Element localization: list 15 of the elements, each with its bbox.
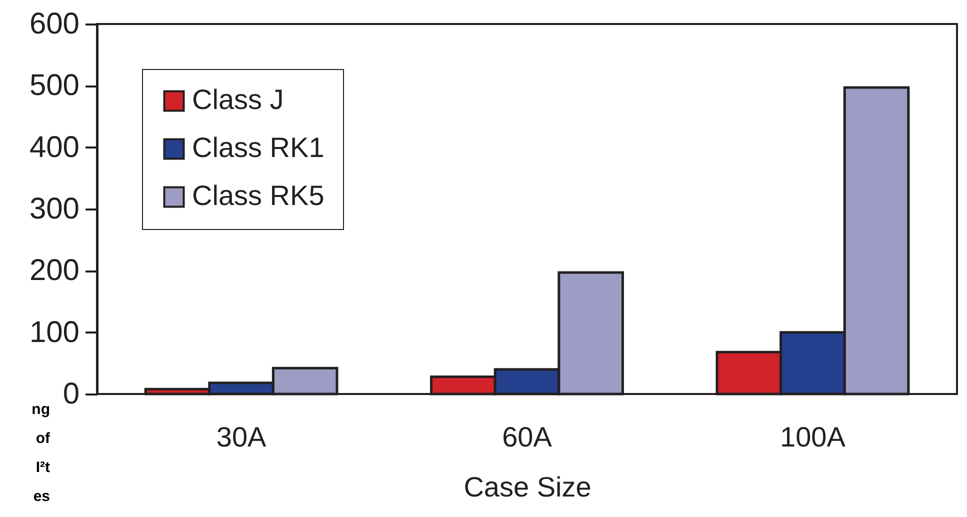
y-tick-label: 300 bbox=[29, 192, 80, 226]
y-tick-label: 0 bbox=[62, 378, 80, 410]
y-tick-label: 200 bbox=[29, 254, 80, 288]
y-tick-label: 500 bbox=[29, 69, 80, 102]
x-tick-label: 30A bbox=[216, 422, 267, 452]
y-tick-label: 600 bbox=[29, 8, 80, 40]
y-tick-label: 400 bbox=[29, 130, 80, 164]
y-tick-label: 100 bbox=[29, 316, 80, 349]
x-tick-label: 60A bbox=[502, 422, 552, 452]
legend-label: Class RK1 bbox=[192, 132, 324, 163]
legend-label: Class RK5 bbox=[192, 180, 324, 211]
x-tick-label: 100A bbox=[780, 422, 846, 452]
legend-label: Class J bbox=[192, 84, 284, 115]
text: ng of I²t es bbox=[30, 400, 50, 507]
x-axis-title: Case Size bbox=[464, 472, 592, 502]
